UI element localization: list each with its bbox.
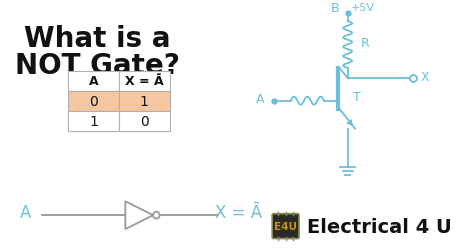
Bar bbox=[119, 91, 170, 111]
Text: A: A bbox=[89, 75, 98, 88]
Text: T: T bbox=[353, 91, 361, 104]
Text: What is a: What is a bbox=[24, 25, 171, 53]
Text: 0: 0 bbox=[89, 94, 98, 108]
Text: A: A bbox=[256, 93, 265, 106]
Text: B: B bbox=[330, 2, 339, 15]
Text: 0: 0 bbox=[140, 114, 149, 128]
Text: E4U: E4U bbox=[274, 221, 297, 231]
Text: +5V: +5V bbox=[350, 3, 374, 13]
Text: X = Ā: X = Ā bbox=[215, 203, 262, 221]
Text: A: A bbox=[19, 203, 31, 221]
Bar bbox=[68, 111, 119, 131]
Text: X = Ā: X = Ā bbox=[125, 75, 164, 88]
Bar bbox=[68, 91, 119, 111]
Text: R: R bbox=[361, 37, 369, 50]
Text: X: X bbox=[420, 71, 429, 84]
Bar bbox=[119, 111, 170, 131]
Text: NOT Gate?: NOT Gate? bbox=[15, 52, 180, 80]
Text: Electrical 4 U: Electrical 4 U bbox=[307, 217, 452, 236]
Text: 1: 1 bbox=[89, 114, 98, 128]
Text: 1: 1 bbox=[140, 94, 149, 108]
Bar bbox=[119, 72, 170, 91]
FancyBboxPatch shape bbox=[272, 214, 299, 239]
Bar bbox=[68, 72, 119, 91]
